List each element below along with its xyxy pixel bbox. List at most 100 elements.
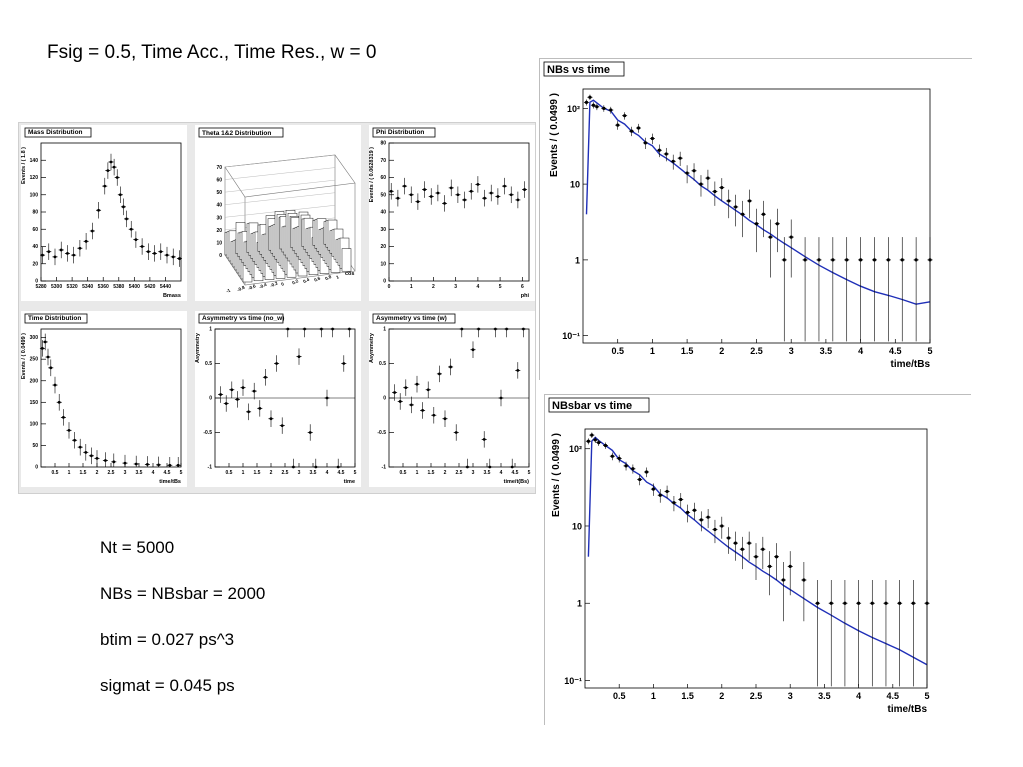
- nbsbar-vs-time-data-point: [781, 578, 785, 582]
- nbsbar-vs-time-data-point: [925, 601, 929, 605]
- asymmetry-vs-time-no-w-data-point: [269, 417, 273, 421]
- nbs-vs-time-data-point: [650, 136, 654, 141]
- asymmetry-vs-time-no-w-data-point: [303, 327, 306, 331]
- param-btim: btim = 0.027 ps^3: [100, 630, 235, 649]
- asymmetry-vs-time-no-w-ytick-label: 0.5: [205, 361, 212, 367]
- asymmetry-vs-time-no-w-xtick-label: 1.5: [254, 470, 261, 476]
- nbs-vs-time-panel: NBs vs time 0.5 1 1.5 2 2.5 3 3.5 4 4.5 5 10⁻¹ 1 10 10…: [539, 58, 973, 381]
- asymmetry-vs-time-no-w-data-point: [236, 397, 239, 401]
- nbsbar-vs-time-xtick-label: 4: [856, 691, 861, 701]
- mass-distribution-xtick-label: 5340: [82, 284, 93, 290]
- nbsbar-vs-time-fit-curve: [587, 436, 928, 666]
- asymmetry-vs-time-w-data-point: [482, 438, 486, 441]
- phi-distribution-data-point: [389, 189, 393, 193]
- phi-distribution-data-point: [489, 191, 493, 195]
- mass-distribution-data-point: [59, 248, 63, 252]
- phi-distribution-ylabel: Events / ( 0.0628319 ): [369, 147, 375, 203]
- nbsbar-vs-time-data-point: [597, 441, 601, 445]
- theta-1-2-distribution-axis-tick-label: -0.4: [258, 282, 268, 290]
- nbsbar-vs-time-xtick-label: 3: [788, 691, 793, 701]
- nbs-vs-time-data-point: [845, 258, 849, 262]
- theta-1-2-distribution-axis-tick-label: 0.4: [302, 277, 310, 284]
- phi-distribution-data-point: [416, 200, 420, 204]
- mass-distribution-data-point: [178, 257, 181, 260]
- nbsbar-vs-time-data-point: [747, 541, 751, 545]
- mass-distribution-xtick-label: 5420: [144, 284, 155, 290]
- mass-distribution-xtick-label: 5360: [98, 284, 109, 290]
- nbsbar-vs-time-data-point: [638, 477, 642, 482]
- time-distribution-data-point: [84, 450, 88, 454]
- phi-distribution-ytick-label: 60: [380, 175, 386, 181]
- asymmetry-vs-time-no-w-ytick-label: 0: [209, 396, 212, 402]
- diagnostic-plot-grid: Mass Distribution 5280 5300 5320 5340 5360 538…: [18, 122, 536, 494]
- phi-distribution-data-point: [456, 193, 460, 197]
- asymmetry-vs-time-no-w-ytick-label: -1: [208, 465, 213, 471]
- nbs-vs-time-data-point: [741, 212, 745, 216]
- time-distribution-xtick-label: 2: [96, 470, 99, 476]
- asymmetry-vs-time-w-ytick-label: -0.5: [377, 430, 386, 436]
- phi-distribution-xtick-label: 2: [432, 284, 435, 290]
- asymmetry-vs-time-w-data-point: [522, 327, 525, 331]
- asymmetry-vs-time-w-data-point: [426, 388, 430, 392]
- mass-distribution-data-point: [115, 176, 119, 179]
- asymmetry-vs-time-no-w-data-point: [224, 402, 228, 405]
- theta-1-2-distribution-zgrid: [224, 167, 336, 180]
- nbsbar-vs-time-data-point: [692, 508, 697, 512]
- mass-distribution-data-point: [106, 169, 110, 172]
- asymmetry-vs-time-w-data-point: [393, 391, 396, 394]
- asymmetry-vs-time-w-data-point: [494, 327, 497, 331]
- mass-distribution-ytick-label: 40: [32, 244, 38, 250]
- mass-distribution-xtick-label: 5400: [129, 284, 140, 290]
- asymmetry-vs-time-w-pad-bg: [369, 311, 535, 487]
- nbsbar-vs-time-xtick-label: 5: [924, 691, 929, 701]
- nbs-vs-time-data-point: [782, 258, 786, 262]
- mass-distribution-pad-bg: [21, 125, 187, 301]
- phi-distribution-data-point: [403, 184, 406, 188]
- nbsbar-vs-time-data-point: [774, 555, 779, 559]
- phi-distribution-xtick-label: 6: [521, 284, 524, 290]
- nbsbar-vs-time-ytick-label: 10²: [569, 444, 582, 454]
- asymmetry-vs-time-w-title-box: [372, 313, 456, 324]
- theta-1-2-distribution-pad: Theta 1&2 Distribution010203040506070-1-…: [195, 125, 361, 301]
- nbs-vs-time-ytick-label: 10: [570, 180, 580, 190]
- phi-distribution-xtick-label: 1: [410, 284, 413, 290]
- theta-1-2-distribution-axis-tick-label: 0.2: [291, 278, 299, 285]
- nbs-vs-time-data-point: [817, 258, 821, 262]
- nbsbar-vs-time-panel: NBsbar vs time 0.5 1 1.5 2 2.5 3 3.5 4 4.5 5 10⁻¹ 1 1…: [544, 394, 972, 726]
- nbs-vs-time-data-point: [720, 185, 724, 190]
- mass-distribution-data-point: [129, 227, 133, 231]
- time-distribution-data-point: [46, 355, 50, 359]
- asymmetry-vs-time-no-w-pad: Asymmetry vs time (no_w) 0.5 1 1.5 2 2.5 3 3.5 4…: [195, 311, 361, 487]
- nbsbar-vs-time-xtick-label: 4.5: [887, 691, 900, 701]
- nbs-vs-time-data-point: [859, 258, 863, 262]
- asymmetry-vs-time-w-data-point: [477, 327, 480, 331]
- mass-distribution-title-box: [24, 127, 92, 138]
- mass-distribution-data-point: [140, 245, 144, 248]
- asymmetry-vs-time-no-w-title-box: [198, 313, 284, 324]
- mass-distribution-xlabel: Bmass: [163, 293, 181, 299]
- nbs-vs-time-data-point: [685, 171, 689, 175]
- phi-distribution-data-point: [523, 188, 526, 191]
- time-distribution-data-point: [134, 462, 138, 466]
- phi-distribution-data-point: [503, 184, 506, 188]
- nbs-vs-time-xtick-label: 1.5: [681, 346, 694, 356]
- time-distribution-xtick-label: 0.5: [52, 470, 59, 476]
- time-distribution-data-point: [112, 460, 116, 464]
- phi-distribution-data-point: [509, 193, 513, 197]
- mass-distribution-pad: Mass Distribution 5280 5300 5320 5340 5360 538…: [21, 125, 187, 301]
- time-distribution-ytick-label: 300: [30, 335, 39, 341]
- nbs-vs-time-ylabel: Events / ( 0.0499 ): [549, 93, 560, 177]
- asymmetry-vs-time-w-ylabel: Asymmetry: [369, 332, 375, 363]
- nbsbar-vs-time-data-point: [617, 456, 621, 460]
- nbs-vs-time-data-point: [636, 126, 641, 130]
- nbs-vs-time-xtick-label: 0.5: [611, 346, 624, 356]
- phi-distribution-data-point: [443, 201, 446, 205]
- phi-distribution-title-box: [372, 127, 436, 138]
- theta-1-2-distribution-title-box: [198, 127, 284, 138]
- time-distribution-ytick-label: 0: [35, 465, 38, 471]
- phi-distribution-ytick-label: 0: [383, 279, 386, 285]
- theta-1-2-distribution-ztick-label: 70: [216, 165, 222, 171]
- nbsbar-vs-time-ytick-label: 1: [577, 599, 582, 609]
- phi-distribution-data-point: [516, 198, 520, 202]
- mass-distribution-data-point: [53, 255, 57, 259]
